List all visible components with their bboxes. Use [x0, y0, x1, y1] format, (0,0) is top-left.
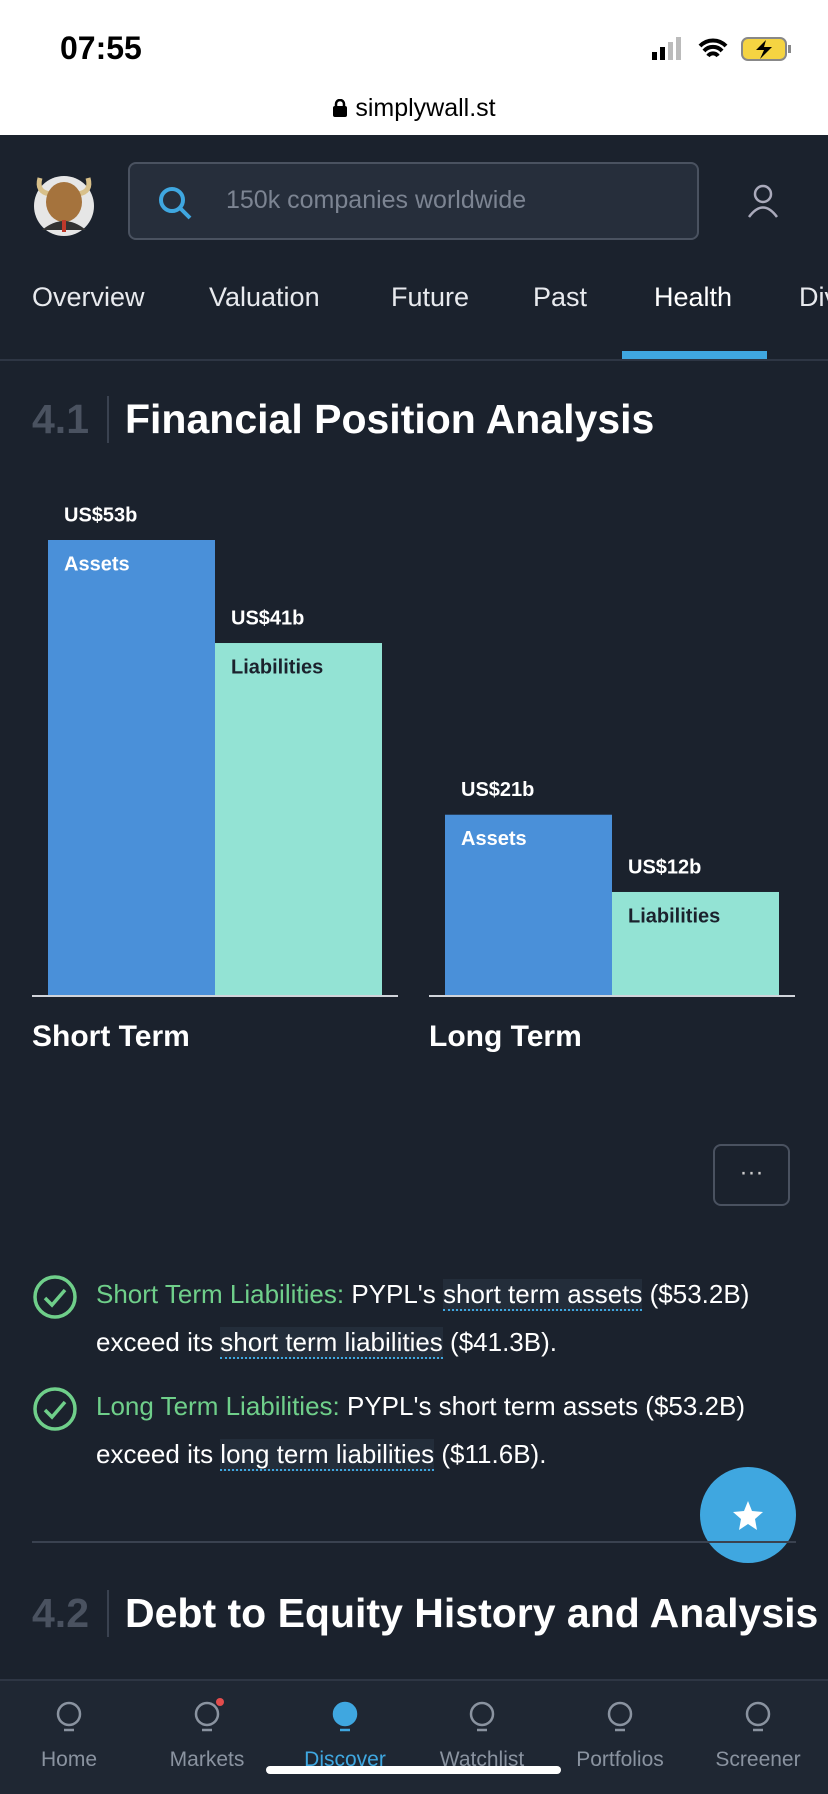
- nav-icon: [740, 1698, 776, 1739]
- search-placeholder: 150k companies worldwide: [226, 186, 527, 214]
- home-indicator: [266, 1766, 561, 1774]
- bar-label: Assets: [64, 553, 130, 575]
- divider: [0, 359, 828, 361]
- check-text: Short Term Liabilities: PYPL's short ter…: [96, 1270, 812, 1366]
- nav-icon: [189, 1698, 225, 1739]
- check-label: Short Term Liabilities:: [96, 1279, 345, 1309]
- value-label: US$12b: [628, 856, 701, 878]
- section-number: 4.1: [32, 396, 109, 443]
- check-label: Long Term Liabilities:: [96, 1391, 340, 1421]
- chart: Short Term US$53b Assets US$41b Liabilities L…: [32, 504, 795, 1053]
- watch-button[interactable]: [700, 1467, 796, 1563]
- check-icon: [32, 1274, 78, 1320]
- check-text: Long Term Liabilities: PYPL's short term…: [96, 1382, 812, 1478]
- check-icon: [32, 1386, 78, 1432]
- nav-label[interactable]: Screener: [715, 1748, 801, 1771]
- active-tab-underline: [622, 351, 767, 359]
- text: ($41.3B).: [442, 1327, 557, 1357]
- search-box[interactable]: 150k companies worldwide: [128, 162, 699, 240]
- nav-icon: [51, 1698, 87, 1739]
- nav-icon: [327, 1698, 363, 1739]
- section-heading: 4.1 Financial Position Analysis: [32, 396, 654, 443]
- tab[interactable]: Overview: [32, 282, 145, 312]
- user-icon[interactable]: [747, 184, 779, 218]
- value-label: US$53b: [64, 504, 137, 526]
- nav-label[interactable]: Home: [40, 1748, 98, 1771]
- tab[interactable]: Future: [391, 282, 470, 312]
- browser-top: 07:55 simplywall.st: [0, 0, 828, 135]
- url: simplywall.st: [355, 94, 496, 122]
- clock: 07:55: [60, 30, 142, 66]
- bar-label: Assets: [461, 828, 527, 850]
- link[interactable]: short term assets: [443, 1279, 643, 1311]
- text: ($11.6B).: [434, 1439, 547, 1469]
- bar-label: Liabilities: [231, 656, 323, 678]
- bottom-nav: [0, 1679, 828, 1794]
- section-title: Debt to Equity History and Analysis: [125, 1590, 819, 1636]
- search-icon: [159, 187, 192, 220]
- bar: [215, 643, 382, 995]
- group-label: Short Term: [32, 1020, 190, 1053]
- tab[interactable]: Past: [533, 282, 588, 312]
- divider: [32, 1541, 796, 1543]
- link[interactable]: short term liabilities: [220, 1327, 443, 1359]
- section-heading: 4.2 Debt to Equity History and Analysis: [32, 1590, 818, 1637]
- nav-label[interactable]: Portfolios: [576, 1748, 664, 1771]
- nav-label[interactable]: Discover: [304, 1748, 386, 1771]
- star-icon: [733, 1501, 763, 1530]
- text: PYPL's short term assets ($53.2B) exceed…: [96, 1391, 746, 1469]
- nav-label[interactable]: Markets: [169, 1748, 245, 1771]
- section-title: Financial Position Analysis: [125, 396, 655, 442]
- bar: [48, 540, 215, 995]
- logo[interactable]: [32, 168, 96, 238]
- value-label: US$41b: [231, 607, 304, 629]
- tab[interactable]: Div: [799, 282, 828, 312]
- bar: [445, 814, 612, 995]
- more-button[interactable]: ···: [713, 1144, 790, 1206]
- lock-icon: [333, 98, 348, 117]
- bar-label: Liabilities: [628, 905, 720, 927]
- text: PYPL's: [351, 1279, 443, 1309]
- nav-icon: [602, 1698, 638, 1739]
- section-number: 4.2: [32, 1590, 109, 1637]
- nav-icon: [464, 1698, 500, 1739]
- tab[interactable]: Valuation: [209, 282, 320, 312]
- bar: [612, 891, 779, 995]
- tab[interactable]: Health: [654, 282, 733, 312]
- text: ($53.2B) exceed its: [96, 1279, 750, 1357]
- value-label: US$21b: [461, 779, 534, 801]
- link[interactable]: long term liabilities: [220, 1439, 435, 1471]
- status-icons: [652, 37, 791, 61]
- url-bar[interactable]: simplywall.st: [0, 94, 828, 123]
- nav-label[interactable]: Watchlist: [439, 1748, 525, 1771]
- group-label: Long Term: [429, 1020, 582, 1053]
